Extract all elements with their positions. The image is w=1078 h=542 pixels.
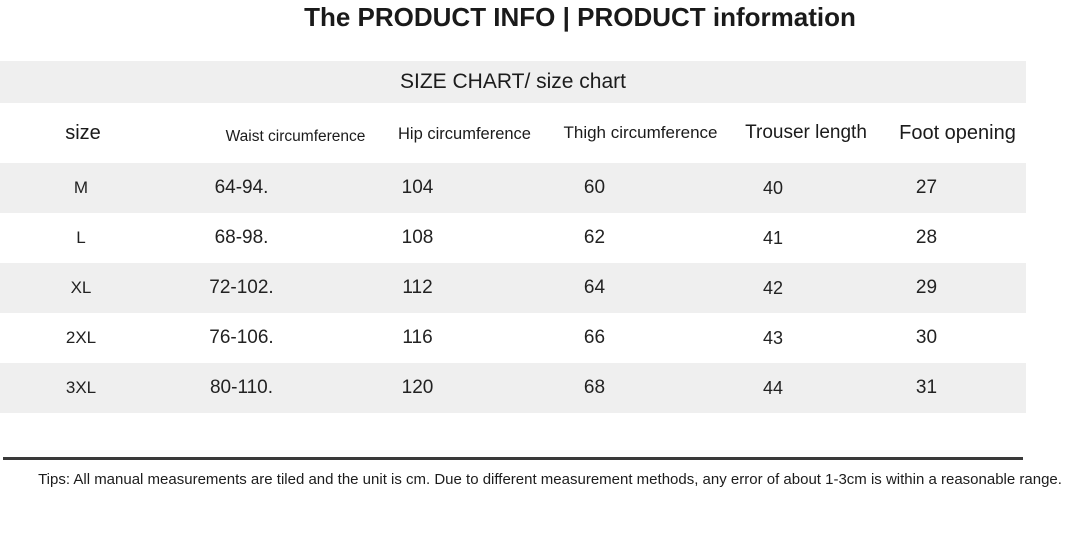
cell-waist: 64-94. [214,177,269,198]
cell-hip: 112 [402,277,433,298]
column-header-foot-opening: Foot opening [899,121,1016,144]
column-header-hip: Hip circumference [398,124,531,143]
table-row-l: L 68-98. 108 62 41 28 [0,213,1026,263]
size-chart-table: size Waist circumference Hip circumferen… [0,103,1026,413]
cell-waist: 68-98. [214,227,269,248]
cell-size: 3XL [65,378,97,397]
cell-foot-opening: 30 [915,327,938,348]
cell-trouser-length: 41 [762,227,784,248]
cell-foot-opening: 31 [915,377,938,398]
cell-foot-opening: 27 [915,177,938,198]
cell-waist: 72-102. [209,277,274,298]
cell-trouser-length: 42 [762,277,784,298]
column-header-thigh: Thigh circumference [563,123,718,142]
tips-text: Tips: All manual measurements are tiled … [38,471,1062,488]
cell-size: L [76,228,86,247]
cell-trouser-length: 43 [762,327,784,348]
table-row-m: M 64-94. 104 60 40 27 [0,163,1026,213]
page-title: The PRODUCT INFO | PRODUCT information [304,2,856,32]
table-header-row: size Waist circumference Hip circumferen… [0,103,1026,163]
cell-thigh: 68 [583,377,606,398]
cell-trouser-length: 44 [762,377,784,398]
column-header-waist: Waist circumference [225,128,366,145]
cell-foot-opening: 29 [915,277,938,298]
cell-thigh: 66 [583,327,606,348]
table-row-2xl: 2XL 76-106. 116 66 43 30 [0,313,1026,363]
cell-thigh: 64 [583,277,606,298]
cell-size: XL [70,278,92,297]
cell-thigh: 62 [583,227,606,248]
cell-size: 2XL [65,328,97,347]
divider-line [3,457,1023,460]
cell-hip: 120 [401,377,434,398]
size-chart-section: SIZE CHART/ size chart size Waist circum… [0,61,1026,413]
cell-waist: 80-110. [209,377,274,398]
cell-foot-opening: 28 [915,227,938,248]
cell-thigh: 60 [583,177,606,198]
cell-size: M [73,178,89,197]
cell-waist: 76-106. [209,327,274,348]
table-row-3xl: 3XL 80-110. 120 68 44 31 [0,363,1026,413]
size-chart-heading: SIZE CHART/ size chart [400,70,626,93]
column-header-size: size [65,121,101,144]
column-header-trouser-length: Trouser length [745,122,867,143]
size-chart-heading-bar: SIZE CHART/ size chart [0,61,1026,103]
cell-hip: 116 [402,327,433,348]
cell-hip: 104 [401,177,434,198]
table-row-xl: XL 72-102. 112 64 42 29 [0,263,1026,313]
cell-hip: 108 [401,227,434,248]
cell-trouser-length: 40 [762,177,784,198]
